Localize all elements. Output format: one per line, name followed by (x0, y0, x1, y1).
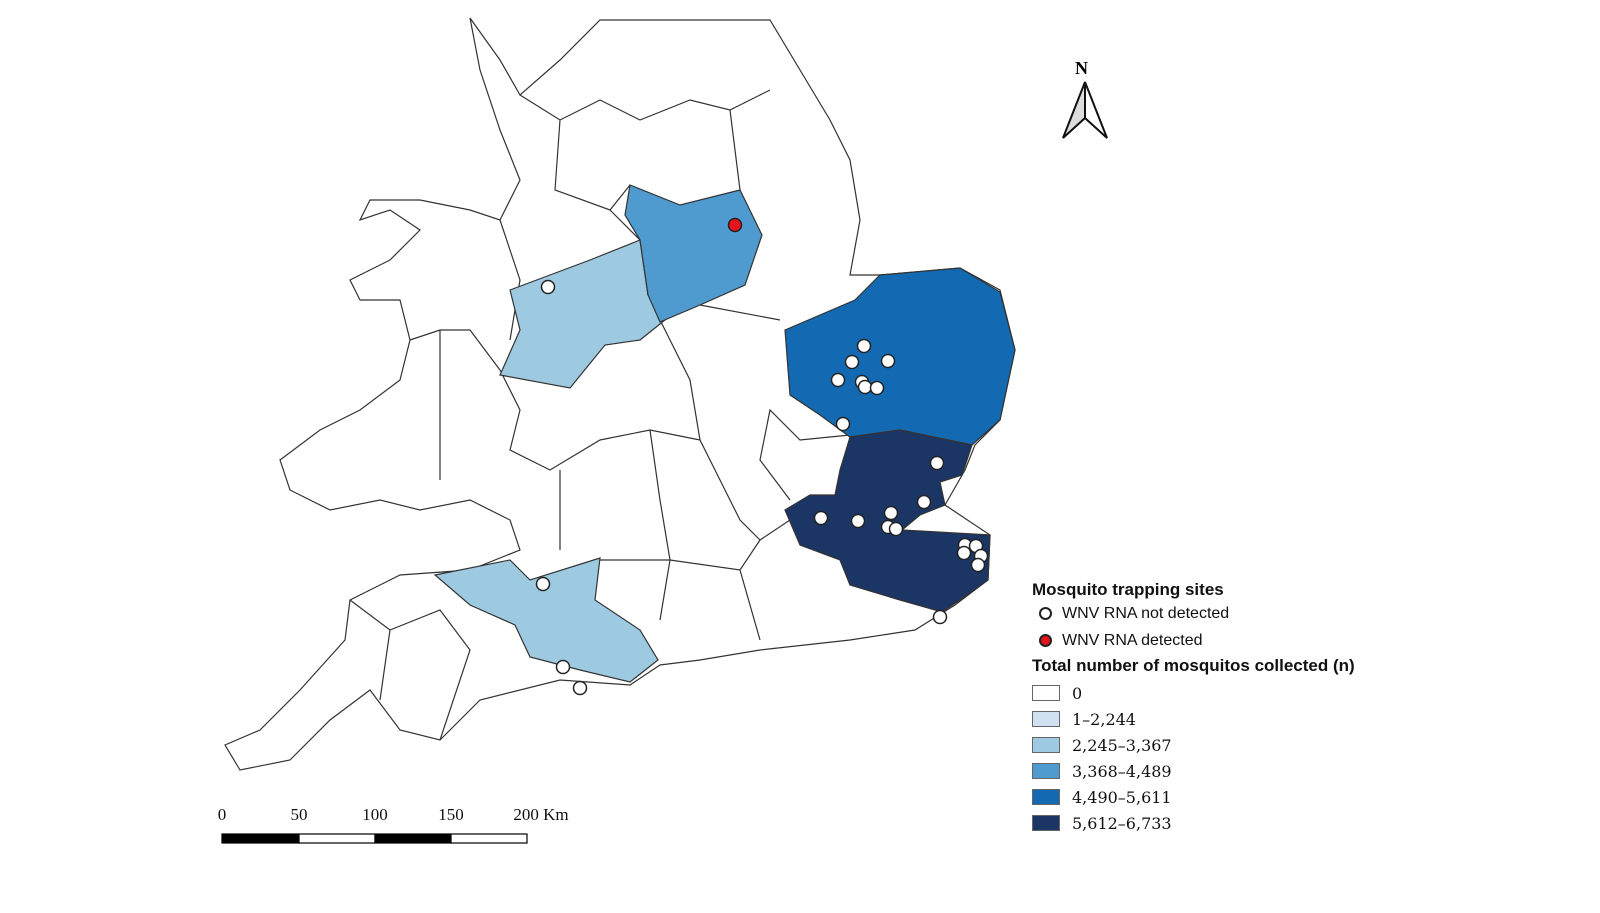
site-not-detected-marker (932, 609, 948, 625)
base-regions (224, 17, 1016, 771)
site-not-detected-marker (540, 279, 556, 295)
site-not-detected-marker (835, 416, 851, 432)
site-not-detected-marker (857, 379, 873, 395)
legend-label: 2,245–3,367 (1072, 735, 1172, 755)
legend-label: WNV RNA detected (1062, 631, 1203, 649)
region-class-4 (784, 267, 1016, 446)
legend-count-title: Total number of mosquitos collected (n) (1032, 656, 1355, 675)
legend-label: 3,368–4,489 (1072, 761, 1172, 781)
scale-bar (221, 833, 528, 844)
legend-label: WNV RNA not detected (1062, 604, 1230, 622)
legend-class-item: 0 (1032, 680, 1355, 706)
site-not-detected-marker (970, 557, 986, 573)
legend-class-item: 4,490–5,611 (1032, 784, 1355, 810)
site-not-detected-marker (535, 576, 551, 592)
color-swatch (1032, 737, 1060, 753)
site-not-detected-marker (572, 680, 588, 696)
scale-label: 150 (438, 805, 464, 824)
site-not-detected-marker (869, 380, 885, 396)
legend-label: 5,612–6,733 (1072, 813, 1172, 833)
scale-label: 200 Km (513, 805, 569, 824)
color-swatch (1032, 711, 1060, 727)
site-not-detected-marker (856, 338, 872, 354)
site-not-detected-marker (883, 505, 899, 521)
trapping-sites (535, 217, 989, 696)
legend-sites-title: Mosquito trapping sites (1032, 580, 1224, 599)
color-swatch (1032, 763, 1060, 779)
site-detected-marker (727, 217, 743, 233)
site-not-detected-marker (850, 513, 866, 529)
region-boundaries (349, 89, 851, 741)
site-not-detected-marker (929, 455, 945, 471)
site-not-detected-marker (813, 510, 829, 526)
site-not-detected-marker (844, 354, 860, 370)
open-circle-icon (1039, 607, 1052, 620)
site-not-detected-marker (888, 521, 904, 537)
scale-label: 50 (290, 805, 308, 824)
red-circle-icon (1039, 634, 1052, 647)
site-not-detected-marker (555, 659, 571, 675)
color-swatch (1032, 685, 1060, 701)
legend-label: 0 (1072, 683, 1083, 703)
site-not-detected-marker (880, 353, 896, 369)
region-class-2-south (433, 557, 659, 683)
legend-item: WNV RNA detected (1032, 627, 1355, 654)
color-swatch (1032, 789, 1060, 805)
legend-class-item: 1–2,244 (1032, 706, 1355, 732)
legend-label: 4,490–5,611 (1072, 787, 1172, 807)
scale-label: 0 (217, 805, 227, 824)
legend-class-item: 3,368–4,489 (1032, 758, 1355, 784)
legend: Mosquito trapping sites WNV RNA not dete… (1032, 580, 1355, 836)
region-class-2 (499, 239, 666, 389)
legend-item: WNV RNA not detected (1032, 600, 1355, 627)
legend-label: 1–2,244 (1072, 709, 1136, 729)
scale-label: 100 (362, 805, 388, 824)
legend-class-item: 2,245–3,367 (1032, 732, 1355, 758)
site-not-detected-marker (916, 494, 932, 510)
site-not-detected-marker (830, 372, 846, 388)
site-not-detected-marker (956, 545, 972, 561)
legend-class-item: 5,612–6,733 (1032, 810, 1355, 836)
region-class-3 (624, 184, 763, 323)
color-swatch (1032, 815, 1060, 831)
north-label: N (1075, 58, 1088, 78)
north-arrow-icon (1062, 81, 1108, 139)
